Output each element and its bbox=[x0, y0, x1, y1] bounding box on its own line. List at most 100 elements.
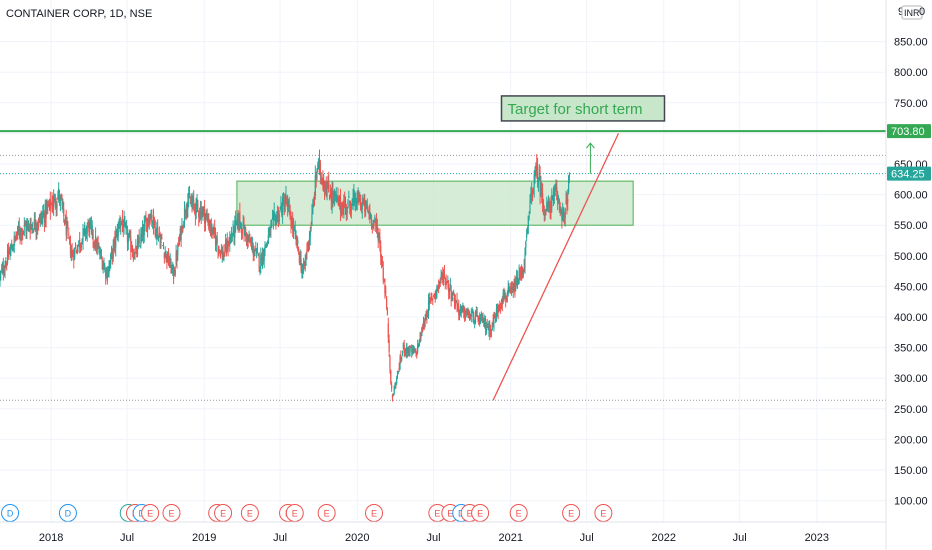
candle-body bbox=[153, 217, 155, 224]
candle-body bbox=[142, 232, 145, 238]
event-marker-earnings[interactable]: E bbox=[562, 504, 581, 522]
event-marker-earnings[interactable]: E bbox=[509, 504, 528, 522]
candle-body bbox=[43, 212, 45, 216]
candle-body bbox=[42, 214, 44, 218]
candle-body bbox=[169, 257, 171, 266]
candle-body bbox=[479, 316, 482, 322]
candle-body bbox=[539, 175, 541, 194]
target-price-tag[interactable]: 703.80 bbox=[887, 124, 931, 139]
candle-body bbox=[218, 246, 220, 249]
candle-body bbox=[504, 296, 506, 298]
candle-body bbox=[235, 221, 238, 223]
candle-body bbox=[330, 194, 332, 201]
candle-body bbox=[532, 191, 534, 194]
candle-body bbox=[375, 221, 377, 224]
candle-body bbox=[526, 234, 528, 238]
event-marker-earnings[interactable]: E bbox=[141, 504, 160, 522]
candle-body bbox=[258, 253, 260, 268]
candle-body bbox=[102, 265, 104, 267]
candle-body bbox=[69, 236, 71, 239]
event-marker-earnings[interactable]: E bbox=[471, 504, 490, 522]
y-tick-label: 100.00 bbox=[894, 496, 928, 508]
candle-body bbox=[314, 175, 316, 197]
candle-body bbox=[270, 224, 272, 230]
candle-body bbox=[285, 194, 287, 201]
candle-body bbox=[557, 199, 560, 201]
event-marker-earnings[interactable]: E bbox=[214, 504, 233, 522]
candle-body bbox=[393, 387, 395, 394]
candle-body bbox=[452, 297, 454, 300]
candle-body bbox=[556, 187, 558, 200]
candle-body bbox=[515, 283, 517, 290]
candle-body bbox=[361, 202, 363, 210]
event-marker-earnings[interactable]: E bbox=[365, 504, 384, 522]
x-tick-label: 2022 bbox=[652, 532, 676, 544]
candle-body bbox=[303, 265, 306, 267]
candle-body bbox=[8, 253, 10, 254]
candle-body bbox=[351, 200, 353, 204]
price-axis[interactable]: 100.00 150.00 200.00 250.00 300.00 350.00 400.… bbox=[885, 0, 931, 550]
event-marker-earnings[interactable]: E bbox=[285, 504, 304, 522]
candle-body bbox=[259, 266, 261, 270]
candle-body bbox=[341, 204, 343, 216]
candle-body bbox=[32, 229, 35, 232]
candle-body bbox=[525, 241, 527, 248]
candle-body bbox=[95, 240, 98, 251]
candle-body bbox=[542, 201, 545, 210]
candle-body bbox=[439, 278, 441, 283]
candle-body bbox=[103, 264, 105, 270]
event-marker-dividend[interactable]: D bbox=[1, 504, 20, 522]
candle-body bbox=[247, 235, 249, 240]
candle-body bbox=[398, 367, 400, 371]
candle-body bbox=[404, 349, 406, 353]
candle-body bbox=[551, 195, 553, 209]
candle-body bbox=[271, 216, 274, 220]
currency-menu[interactable]: 9 INR 0 bbox=[898, 5, 925, 20]
event-marker-earnings[interactable]: E bbox=[317, 504, 336, 522]
candle-body bbox=[535, 165, 537, 172]
candle-body bbox=[208, 218, 210, 229]
x-tick-label: 2020 bbox=[345, 532, 369, 544]
event-marker-dividend[interactable]: D bbox=[58, 504, 77, 522]
current-price-tag[interactable]: 634.25 bbox=[887, 166, 931, 181]
candle-body bbox=[167, 251, 169, 263]
candle-body bbox=[465, 313, 467, 316]
candle-body bbox=[39, 214, 41, 223]
candle-body bbox=[29, 227, 31, 234]
candle-body bbox=[350, 210, 352, 212]
candle-body bbox=[271, 221, 273, 227]
candle-body bbox=[48, 205, 50, 207]
candle-body bbox=[82, 228, 84, 242]
candle-body bbox=[300, 259, 302, 271]
symbol-title[interactable]: CONTAINER CORP, 1D, NSE bbox=[6, 8, 152, 20]
event-marker-earnings[interactable]: E bbox=[162, 504, 181, 522]
candle-body bbox=[349, 200, 351, 206]
time-axis[interactable]: 2018 Jul 2019 Jul 2020 Jul 2021 Jul 2022 Jul 2023 bbox=[0, 521, 886, 544]
candle-body bbox=[95, 235, 97, 248]
candle-body bbox=[11, 250, 14, 252]
candle-body bbox=[424, 320, 426, 322]
candle-body bbox=[143, 224, 145, 235]
candle-body bbox=[245, 229, 247, 234]
candle-body bbox=[344, 199, 346, 207]
candle-body bbox=[93, 242, 95, 244]
candle-body bbox=[299, 256, 301, 259]
candle-body bbox=[276, 211, 279, 219]
candle-body bbox=[360, 201, 362, 211]
candle-body bbox=[548, 201, 550, 208]
candle-body bbox=[335, 193, 337, 197]
candle-body bbox=[115, 234, 117, 248]
candle-body bbox=[68, 233, 70, 235]
candle-body bbox=[406, 343, 408, 354]
event-marker-earnings[interactable]: E bbox=[240, 504, 259, 522]
candle-body bbox=[209, 224, 211, 228]
candle-body bbox=[531, 191, 533, 196]
event-marker-earnings[interactable]: E bbox=[594, 504, 613, 522]
candle-body bbox=[426, 312, 428, 319]
candle-body bbox=[362, 201, 364, 205]
event-marker-label: E bbox=[516, 509, 522, 519]
candle-body bbox=[540, 181, 542, 196]
candle-body bbox=[437, 285, 439, 289]
candle-body bbox=[51, 200, 53, 210]
